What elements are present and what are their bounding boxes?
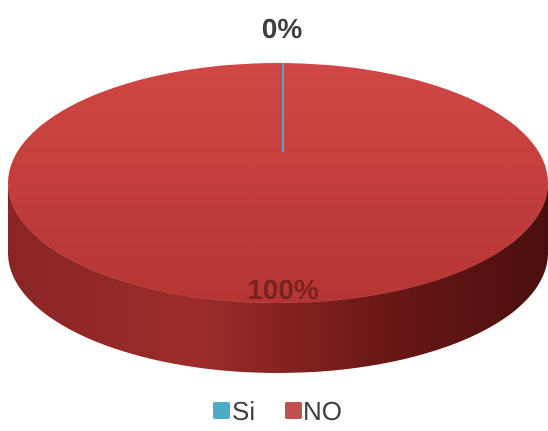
pie-slice-no-side — [8, 183, 548, 373]
pie-slice-no — [8, 63, 548, 303]
legend-swatch-no — [285, 402, 302, 419]
legend: Si NO — [213, 396, 342, 426]
data-label-no: 100% — [247, 274, 319, 305]
legend-label-si: Si — [232, 396, 255, 426]
legend-swatch-si — [213, 402, 230, 419]
legend-label-no: NO — [303, 396, 342, 426]
data-label-si: 0% — [262, 13, 303, 44]
